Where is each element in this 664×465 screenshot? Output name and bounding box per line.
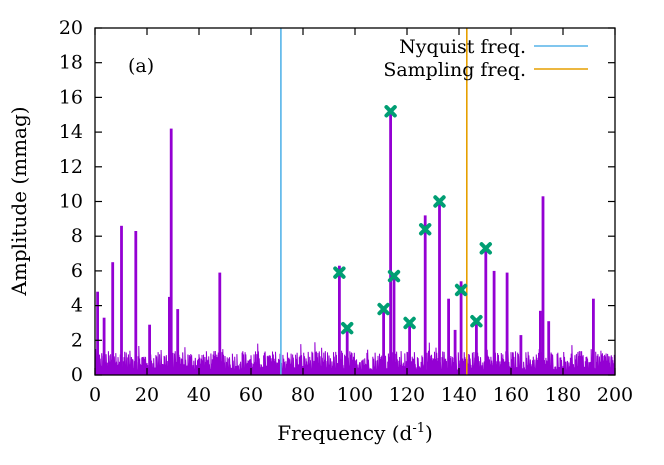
y-tick-label: 0	[71, 364, 83, 386]
spectrum-peak	[148, 324, 151, 375]
spectrum-peak	[389, 111, 392, 376]
reference-lines	[280, 28, 468, 375]
x-axis-title-text: Frequency (d	[277, 421, 412, 445]
spectrum-peak	[447, 298, 450, 375]
x-axis-title-end: )	[425, 421, 433, 445]
spectrum-peak	[519, 335, 523, 375]
y-tick-label: 16	[59, 86, 83, 108]
y-tick-label: 8	[71, 225, 83, 247]
peak-marker	[377, 302, 390, 316]
spectrum-peak	[338, 265, 341, 375]
spectrum-peak	[423, 215, 427, 375]
spectrum-peak	[168, 296, 171, 375]
y-tick-label: 2	[71, 329, 83, 351]
spectrum-peak	[382, 309, 385, 375]
spectrum-peak	[408, 322, 411, 375]
peak-markers	[333, 105, 492, 335]
peak-marker	[433, 195, 446, 208]
x-tick-label: 120	[389, 384, 425, 406]
spectrum-peak	[539, 310, 542, 375]
x-tick-label: 20	[135, 384, 159, 406]
y-tick-label: 12	[59, 156, 83, 178]
x-tick-label: 60	[239, 384, 263, 406]
y-tick-label: 20	[59, 17, 83, 39]
spectrum-peak	[547, 321, 551, 375]
spectrum-peak	[438, 203, 441, 375]
spectrum-peak	[505, 272, 509, 375]
spectrum-peak	[134, 231, 138, 375]
peak-marker	[341, 321, 354, 335]
x-tick-label: 80	[291, 384, 315, 406]
spectrum-peak	[475, 321, 478, 375]
spectrum-peak	[459, 281, 463, 375]
x-tick-label: 100	[337, 384, 373, 406]
panel-label: (a)	[128, 55, 154, 77]
spectrum-peak	[120, 225, 123, 375]
y-tick-label: 14	[59, 121, 83, 143]
x-tick-label: 200	[597, 384, 633, 406]
spectrum-peak	[345, 329, 349, 375]
spectrum-peak	[102, 317, 106, 375]
spectrum-peak	[96, 291, 99, 375]
y-tick-label: 4	[71, 295, 83, 317]
peak-marker	[479, 242, 492, 255]
plot-frame	[94, 27, 616, 376]
spectrum-peak	[492, 270, 496, 375]
spectrum-peak	[484, 250, 488, 375]
y-tick-label: 6	[71, 260, 83, 282]
x-tick-label: 180	[545, 384, 581, 406]
spectrum-peak	[218, 272, 222, 375]
spectrum-peak	[392, 276, 396, 375]
spectrum-peak	[541, 196, 545, 375]
peak-marker	[387, 269, 401, 283]
legend: Nyquist freq. Sampling freq.	[383, 36, 588, 81]
peak-marker	[419, 223, 432, 236]
y-tick-label: 10	[59, 191, 83, 213]
y-axis-title: Amplitude (mmag)	[7, 106, 31, 296]
peak-marker	[333, 266, 346, 279]
legend-label-sampling: Sampling freq.	[383, 59, 526, 81]
peak-marker	[454, 283, 468, 297]
x-axis-title: Frequency (d-1)	[277, 421, 433, 445]
spectrum-layer	[94, 111, 616, 376]
x-axis-title-sup: -1	[412, 421, 425, 436]
y-tick-label: 18	[59, 52, 83, 74]
peak-marker	[403, 316, 416, 330]
spectrum-peak	[176, 309, 180, 375]
spectrum-peak	[111, 262, 115, 375]
x-tick-label: 0	[89, 384, 101, 406]
spectrum-peak	[453, 329, 457, 375]
axis-ticks: 0 20 40 60 80 100 120 140 160 180 200 0 2 4 6 8 10 12 14 16…	[59, 17, 633, 406]
spectrum-peak	[169, 128, 173, 375]
legend-label-nyquist: Nyquist freq.	[399, 36, 526, 58]
peak-marker	[384, 105, 397, 118]
x-tick-label: 40	[187, 384, 211, 406]
x-tick-label: 140	[441, 384, 477, 406]
x-tick-label: 160	[493, 384, 529, 406]
peak-marker	[470, 315, 483, 328]
spectrum-peak	[592, 298, 595, 375]
